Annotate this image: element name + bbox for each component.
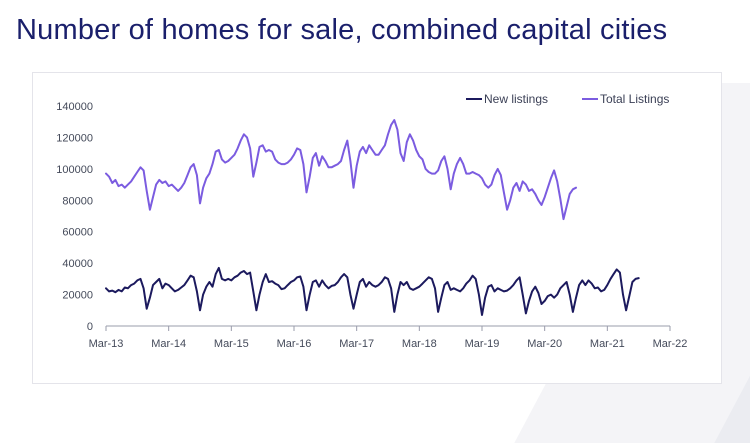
y-tick-label: 20000 — [62, 290, 93, 302]
chart-card — [32, 72, 722, 384]
y-tick-label: 60000 — [62, 227, 93, 239]
x-tick-label: Mar-13 — [89, 338, 124, 350]
x-axis: Mar-13 Mar-14 Mar-15 Mar-16 Mar-17 Mar-18 Mar-… — [89, 326, 688, 350]
y-axis: 140000 120000 100000 80000 60000 40000 20000 0 — [56, 101, 93, 333]
x-tick-label: Mar-22 — [653, 338, 688, 350]
x-tick-label: Mar-17 — [339, 338, 374, 350]
x-tick-label: Mar-14 — [151, 338, 186, 350]
legend-label: New listings — [484, 92, 548, 106]
x-tick-label: Mar-15 — [214, 338, 249, 350]
x-tick-label: Mar-21 — [590, 338, 625, 350]
page-title: Number of homes for sale, combined capit… — [16, 14, 668, 46]
chart-legend: New listings Total Listings — [466, 92, 669, 106]
y-tick-label: 80000 — [62, 195, 93, 207]
y-tick-label: 0 — [87, 321, 93, 333]
x-tick-label: Mar-18 — [402, 338, 437, 350]
line-chart: 140000120000100000800006000040000200000 … — [56, 92, 688, 350]
legend-label: Total Listings — [600, 92, 669, 106]
y-tick-label: 140000 — [56, 101, 93, 113]
series-line — [105, 266, 640, 316]
y-tick-label: 100000 — [56, 164, 93, 176]
series-line — [105, 119, 577, 221]
x-tick-label: Mar-20 — [527, 338, 562, 350]
x-tick-label: Mar-19 — [465, 338, 500, 350]
y-tick-label: 40000 — [62, 258, 93, 270]
y-tick-label: 120000 — [56, 132, 93, 144]
x-tick-label: Mar-16 — [277, 338, 312, 350]
series-lines — [105, 119, 640, 316]
